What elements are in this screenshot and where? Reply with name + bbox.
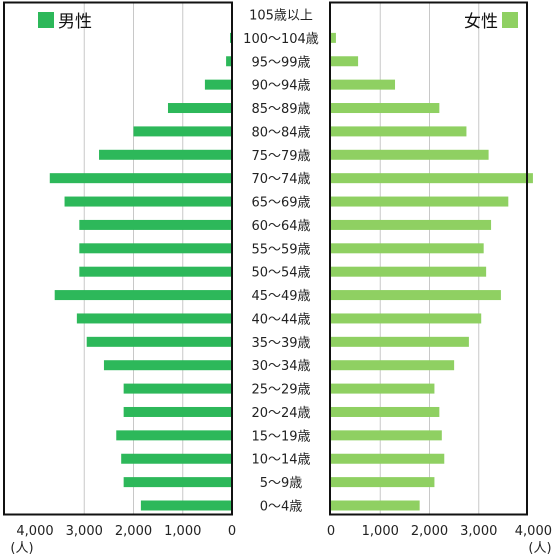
bar-male-7 — [86, 336, 233, 347]
bar-female-0 — [331, 500, 420, 511]
age-label-3: 15〜19歳 — [251, 429, 310, 444]
tick-male-0: 4,000 — [16, 524, 53, 539]
age-label-11: 55〜59歳 — [251, 242, 310, 257]
bar-female-7 — [331, 336, 469, 347]
bar-male-9 — [54, 290, 233, 301]
bar-female-5 — [331, 383, 435, 394]
male-panel-frame — [3, 1, 233, 516]
age-labels: 0〜4歳 5〜9歳 10〜14歳 15〜19歳 20〜24歳 25〜29歳 30〜34歳 35… — [243, 9, 319, 515]
age-label-4: 20〜24歳 — [251, 406, 310, 421]
age-label-0: 0〜4歳 — [260, 500, 303, 515]
tick-female-1: 1,000 — [362, 524, 399, 539]
bar-male-11 — [79, 243, 232, 254]
female-panel-frame — [329, 1, 528, 516]
bar-male-17 — [167, 103, 232, 114]
age-label-6: 30〜34歳 — [251, 359, 310, 374]
bar-female-14 — [331, 173, 533, 184]
bar-female-9 — [331, 290, 501, 301]
tick-female-2: 2,000 — [411, 524, 448, 539]
bar-female-11 — [331, 243, 484, 254]
age-label-5: 25〜29歳 — [251, 383, 310, 398]
legend-swatch-female — [502, 12, 518, 28]
legend-swatch-male — [38, 12, 54, 28]
bar-male-16 — [133, 126, 232, 137]
bar-female-19 — [331, 56, 359, 67]
tick-male-2: 2,000 — [115, 524, 152, 539]
age-label-19: 95〜99歳 — [251, 55, 310, 70]
bar-female-6 — [331, 360, 455, 371]
bar-male-3 — [116, 430, 232, 441]
age-label-1: 5〜9歳 — [260, 476, 303, 491]
bar-female-2 — [331, 453, 445, 464]
tick-male-1: 3,000 — [66, 524, 103, 539]
bar-male-13 — [64, 196, 232, 207]
tick-male-4: 0 — [228, 524, 236, 539]
bar-female-4 — [331, 406, 440, 417]
legend-label-male: 男性 — [58, 12, 92, 32]
bar-female-18 — [331, 79, 396, 90]
bar-female-12 — [331, 219, 492, 230]
bar-female-3 — [331, 430, 442, 441]
bar-female-13 — [331, 196, 509, 207]
x-axis-unit-female: (人) — [528, 541, 551, 556]
age-label-12: 60〜64歳 — [251, 219, 310, 234]
bar-female-16 — [331, 126, 467, 137]
bar-male-15 — [99, 149, 233, 160]
bar-male-2 — [121, 453, 232, 464]
bar-male-5 — [123, 383, 232, 394]
male-bars — [49, 32, 233, 511]
bar-male-0 — [140, 500, 232, 511]
bar-male-1 — [123, 477, 232, 488]
age-label-14: 70〜74歳 — [251, 172, 310, 187]
tick-female-0: 0 — [327, 524, 335, 539]
age-label-18: 90〜94歳 — [251, 79, 310, 94]
tick-male-3: 1,000 — [164, 524, 201, 539]
age-label-20: 100〜104歳 — [243, 32, 319, 47]
bar-male-18 — [204, 79, 232, 90]
female-bars — [331, 32, 533, 511]
bar-female-10 — [331, 266, 487, 277]
tick-female-4: 4,000 — [515, 524, 552, 539]
age-label-10: 50〜54歳 — [251, 266, 310, 281]
bar-female-8 — [331, 313, 482, 324]
axis-ticks: 4,000 3,000 2,000 1,000 0 0 1,000 2,000 3,000 4,0… — [16, 524, 552, 539]
bar-male-12 — [79, 219, 232, 230]
bar-male-6 — [103, 360, 232, 371]
age-label-15: 75〜79歳 — [251, 149, 310, 164]
x-axis-unit-male: (人) — [10, 541, 33, 556]
age-label-8: 40〜44歳 — [251, 312, 310, 327]
age-label-7: 35〜39歳 — [251, 336, 310, 351]
age-label-17: 85〜89歳 — [251, 102, 310, 117]
legend-label-female: 女性 — [464, 12, 498, 32]
bar-male-4 — [123, 406, 232, 417]
bar-male-19 — [226, 56, 232, 67]
age-label-16: 80〜84歳 — [251, 125, 310, 140]
bar-male-14 — [49, 173, 233, 184]
bar-female-1 — [331, 477, 435, 488]
bar-male-8 — [76, 313, 232, 324]
bar-male-10 — [79, 266, 232, 277]
age-label-2: 10〜14歳 — [251, 453, 310, 468]
bar-female-15 — [331, 149, 489, 160]
age-label-9: 45〜49歳 — [251, 289, 310, 304]
age-label-21: 105歳以上 — [249, 9, 313, 24]
age-label-13: 65〜69歳 — [251, 196, 310, 211]
tick-female-3: 3,000 — [460, 524, 497, 539]
bar-female-17 — [331, 103, 440, 114]
bar-female-20 — [331, 32, 336, 43]
